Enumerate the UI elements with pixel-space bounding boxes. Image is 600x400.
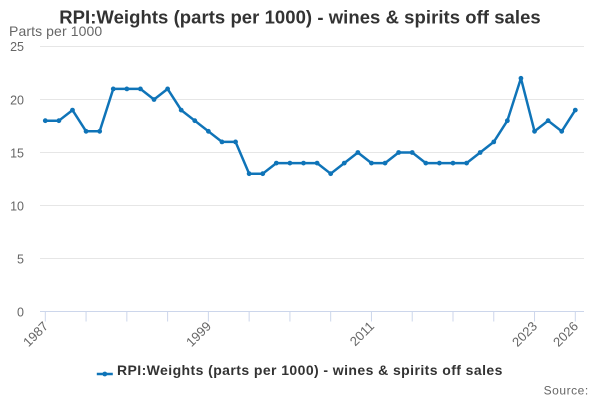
svg-text:25: 25 [10, 40, 24, 54]
svg-text:15: 15 [10, 146, 24, 160]
svg-text:20: 20 [10, 93, 24, 107]
svg-text:RPI:Weights (parts per 1000) -: RPI:Weights (parts per 1000) - wines & s… [117, 362, 503, 378]
svg-text:RPI:Weights (parts per 1000) -: RPI:Weights (parts per 1000) - wines & s… [59, 7, 541, 28]
svg-text:0: 0 [17, 305, 24, 319]
svg-text:Source:: Source: [544, 384, 589, 398]
svg-text:Parts per 1000: Parts per 1000 [9, 23, 102, 39]
svg-text:10: 10 [10, 199, 24, 213]
svg-text:5: 5 [17, 252, 24, 266]
